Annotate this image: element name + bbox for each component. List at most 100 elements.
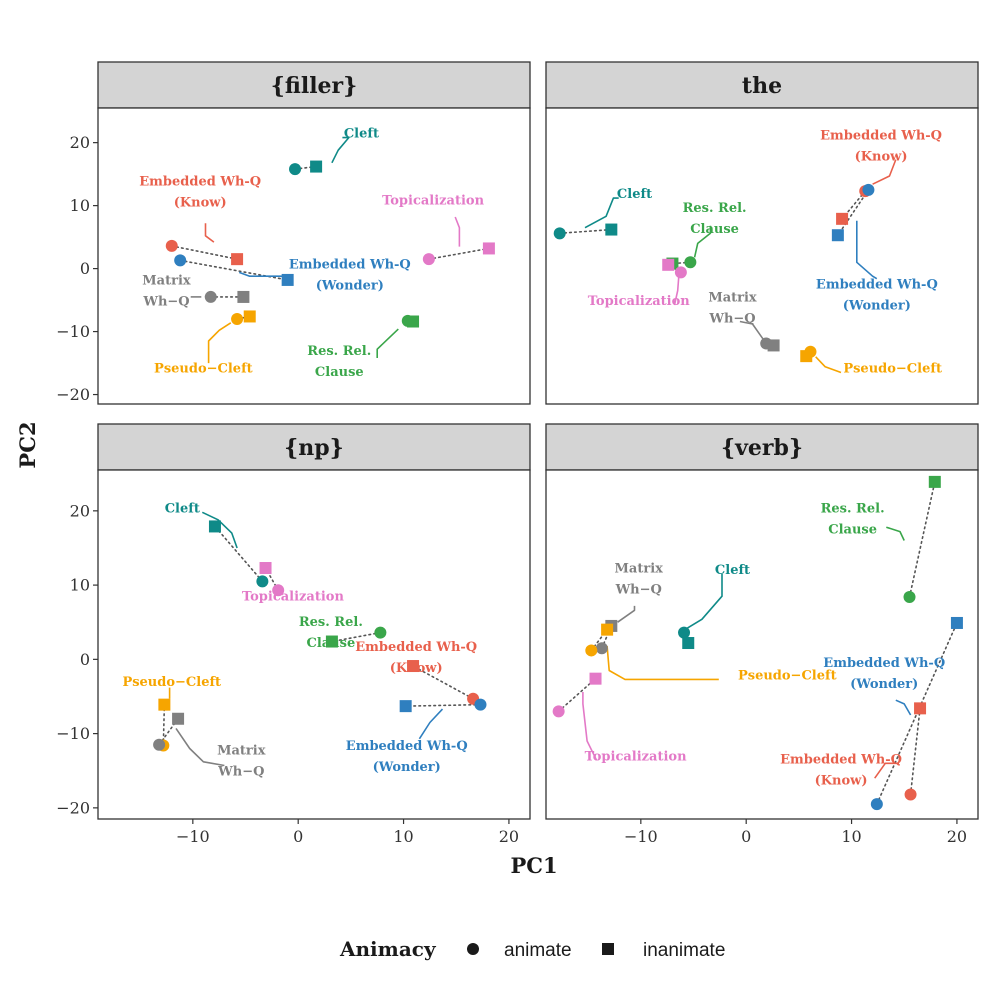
label-line: Wh−Q: [615, 582, 662, 597]
label-line: Cleft: [165, 501, 200, 516]
point-topicalization-inanimate: [259, 562, 272, 575]
label-cleft: Cleft: [617, 187, 652, 202]
label-embedded-wh-q-know: Embedded Wh-Q (Know): [355, 640, 477, 676]
pair-connector-pseudo-cleft: [162, 703, 166, 747]
point-embedded-wh-q-wonder-animate: [174, 254, 187, 267]
y-tick-label: −10: [56, 322, 90, 341]
pair-connector-embedded-wh-q-know: [412, 665, 474, 700]
point-embedded-wh-q-know-animate: [165, 239, 178, 252]
label-embedded-wh-q-know: Embedded Wh-Q (Know): [780, 752, 902, 788]
y-tick-label: −20: [56, 798, 90, 817]
y-tick-label: 0: [80, 259, 90, 278]
label-cleft: Cleft: [715, 563, 750, 578]
label-line: Res. Rel.: [299, 615, 363, 630]
point-matrix-wh-q-animate: [153, 738, 166, 751]
point-embedded-wh-q-know-animate: [904, 788, 917, 801]
label-line: Cleft: [617, 187, 652, 202]
leader-line-cleft: [331, 136, 350, 164]
label-embedded-wh-q-know: Embedded Wh-Q (Know): [820, 128, 942, 164]
x-tick-label: 10: [841, 827, 861, 846]
label-line: Topicalization: [382, 193, 485, 208]
y-axis-title: PC2: [15, 421, 40, 468]
point-res-rel-clause-animate: [684, 256, 697, 269]
label-line: Cleft: [344, 127, 379, 142]
label-line: Matrix: [615, 561, 664, 576]
point-topicalization-inanimate: [482, 242, 495, 255]
label-line: Embedded Wh-Q: [823, 656, 945, 671]
point-res-rel-clause-animate: [374, 626, 387, 639]
point-embedded-wh-q-wonder-inanimate: [399, 700, 412, 713]
point-cleft-inanimate: [682, 637, 695, 650]
label-line: Matrix: [708, 290, 757, 305]
legend-circle-icon: [467, 943, 479, 955]
x-tick-label: −10: [176, 827, 210, 846]
label-line: Matrix: [142, 273, 191, 288]
y-tick-label: 20: [70, 133, 90, 152]
label-matrix-wh-q: Matrix Wh−Q: [615, 561, 664, 597]
leader-line-pseudo-cleft: [815, 356, 842, 374]
label-line: Pseudo−Cleft: [122, 675, 221, 690]
point-topicalization-animate: [552, 705, 565, 718]
leader-line-embedded-wh-q-wonder: [855, 220, 878, 280]
label-embedded-wh-q-wonder: Embedded Wh-Q (Wonder): [346, 739, 468, 775]
label-topicalization: Topicalization: [588, 294, 691, 309]
label-line: (Know): [855, 149, 908, 164]
point-cleft-animate: [289, 163, 302, 176]
point-pseudo-cleft-animate: [231, 312, 244, 325]
label-pseudo-cleft: Pseudo−Cleft: [154, 362, 253, 377]
point-embedded-wh-q-wonder-animate: [870, 798, 883, 811]
pair-connector-cleft: [214, 525, 264, 583]
label-line: Embedded Wh-Q: [780, 752, 902, 767]
facet-panel: {filler} −20 −10 0 10 20 Cleft Embedded Wh-Q (Kn…: [56, 61, 531, 405]
facet-strip-title: {np}: [284, 435, 344, 461]
plot-panel: [545, 107, 979, 405]
label-line: Embedded Wh-Q: [816, 278, 938, 293]
point-topicalization-animate: [272, 584, 285, 597]
point-embedded-wh-q-wonder-inanimate: [281, 273, 294, 286]
label-embedded-wh-q-wonder: Embedded Wh-Q (Wonder): [289, 258, 411, 294]
label-line: Pseudo−Cleft: [154, 362, 253, 377]
label-line: (Wonder): [316, 279, 384, 294]
leader-line-matrix-wh-q: [617, 605, 636, 623]
pair-connector-cleft: [294, 165, 317, 170]
label-topicalization: Topicalization: [242, 590, 345, 605]
y-tick-label: −10: [56, 724, 90, 743]
y-tick-label: −20: [56, 385, 90, 404]
facet-strip-title: {filler}: [271, 73, 358, 99]
point-pseudo-cleft-inanimate: [601, 623, 614, 636]
point-topicalization-inanimate: [589, 672, 602, 685]
label-line: (Wonder): [850, 677, 918, 692]
label-line: Matrix: [217, 743, 266, 758]
label-pseudo-cleft: Pseudo−Cleft: [738, 668, 837, 683]
label-line: Cleft: [715, 563, 750, 578]
point-cleft-animate: [256, 575, 269, 588]
leader-line-topicalization: [673, 276, 680, 306]
label-line: Res. Rel.: [683, 201, 747, 216]
x-tick-label: 10: [393, 827, 413, 846]
label-line: Wh−Q: [217, 764, 264, 779]
y-tick-label: 20: [70, 501, 90, 520]
pair-connector-embedded-wh-q-know: [909, 707, 921, 796]
label-line: Wh−Q: [708, 311, 755, 326]
x-tick-label: 20: [499, 827, 519, 846]
legend-label-animate: animate: [504, 940, 572, 961]
label-res-rel-clause: Res. Rel. Clause: [299, 615, 363, 651]
y-tick-label: 10: [70, 576, 90, 595]
label-line: Res. Rel.: [821, 501, 885, 516]
point-embedded-wh-q-wonder-inanimate: [831, 229, 844, 242]
facet-panel: {np} −20 −10 0 10 20 −10 0 10 20 Cleft Topicalizati…: [56, 423, 531, 846]
legend-title: Animacy: [339, 937, 437, 961]
leader-line-res-rel-clause: [693, 225, 712, 258]
y-tick-label: 0: [80, 650, 90, 669]
label-line: Pseudo−Cleft: [738, 668, 837, 683]
point-embedded-wh-q-wonder-animate: [474, 698, 487, 711]
leader-line-res-rel-clause: [376, 328, 399, 358]
point-matrix-wh-q-animate: [204, 290, 217, 303]
leader-line-embedded-wh-q-wonder: [238, 271, 283, 278]
label-line: Topicalization: [242, 590, 345, 605]
legend-label-inanimate: inanimate: [643, 940, 725, 961]
point-embedded-wh-q-know-inanimate: [914, 702, 927, 715]
point-embedded-wh-q-wonder-animate: [862, 183, 875, 196]
